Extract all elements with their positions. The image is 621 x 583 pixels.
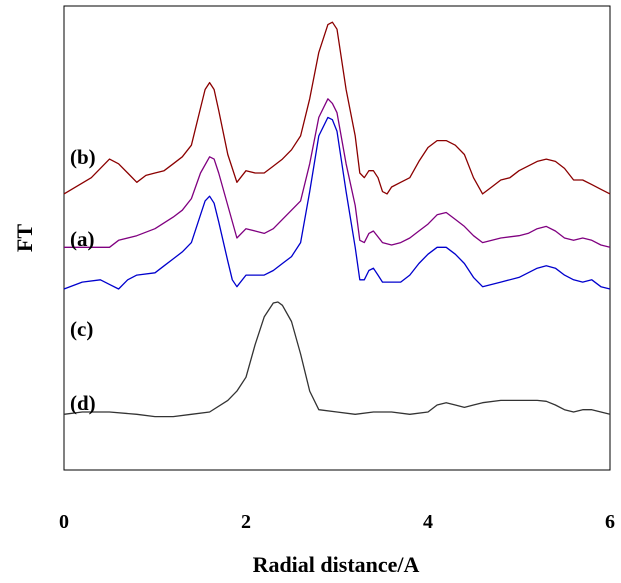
series-layer [63,21,611,418]
series-line-a [64,98,611,248]
x-tick-label-2: 2 [241,511,251,533]
x-tick-labels: 0 2 4 6 [59,511,615,533]
series-line-d [63,301,611,418]
series-label-layer: (b) (a) (c) (d) [70,145,96,415]
series-label-b: (b) [70,145,96,169]
x-tick-label-6: 6 [605,511,615,533]
plot-frame [63,5,611,471]
x-axis-title: Radial distance/A [253,552,420,577]
y-axis-title: FT [12,224,37,252]
x-tick-label-4: 4 [423,511,433,533]
series-label-c: (c) [70,317,93,341]
series-label-a: (a) [70,227,95,251]
series-line-c [63,116,611,290]
series-label-d: (d) [70,391,96,415]
x-tick-label-0: 0 [59,511,69,533]
series-line-b [63,21,611,195]
